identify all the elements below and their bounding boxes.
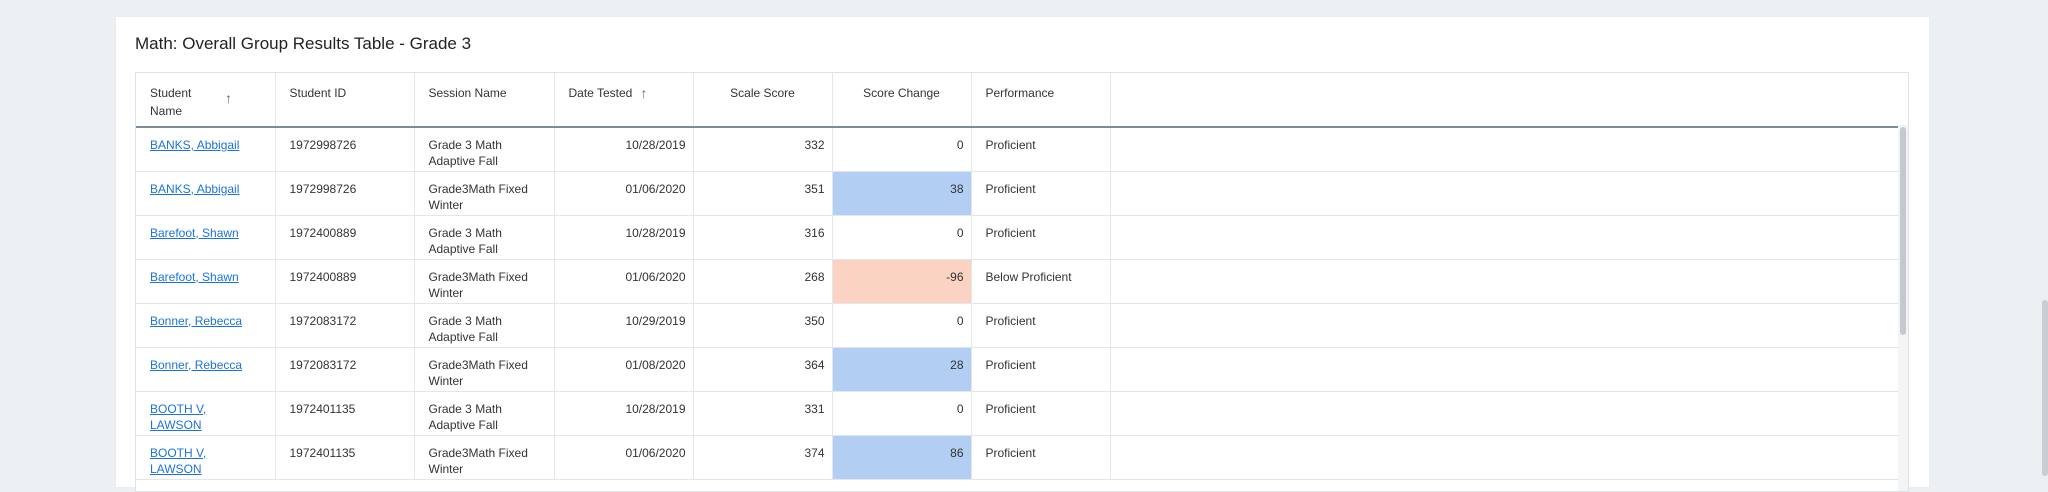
filler-cell xyxy=(1110,127,1908,172)
arrow-up-icon[interactable]: ↑ xyxy=(640,85,648,101)
student-name-cell: Bonner, Rebecca xyxy=(136,303,276,348)
student-id-cell: 1972401135 xyxy=(275,391,415,436)
performance-cell: Proficient xyxy=(971,215,1111,260)
student-id-cell: 1972998726 xyxy=(275,171,415,216)
scale-score-cell: 350 xyxy=(693,303,833,348)
student-name-cell: Barefoot, Shawn xyxy=(136,215,276,260)
score-change-cell: 0 xyxy=(832,391,972,436)
table-row: Bonner, Rebecca 1972083172 Grade3Math Fixe… xyxy=(136,347,1908,392)
date-tested-cell: 10/28/2019 xyxy=(554,127,694,172)
table-row: Barefoot, Shawn 1972400889 Grade3Math Fixe… xyxy=(136,259,1908,304)
session-name-cell: Grade 3 Math Adaptive Fall xyxy=(414,215,555,260)
student-name-link[interactable]: Bonner, Rebecca xyxy=(150,313,243,328)
table-scrollbar-thumb[interactable] xyxy=(1900,127,1906,335)
performance-cell: Below Proficient xyxy=(971,259,1111,304)
student-id-cell: 1972400889 xyxy=(275,215,415,260)
performance-cell: Proficient xyxy=(971,391,1111,436)
student-id-cell: 1972083172 xyxy=(275,347,415,392)
table-row: Barefoot, Shawn 1972400889 Grade 3 Math Ad… xyxy=(136,215,1908,260)
score-change-cell: 38 xyxy=(832,171,972,216)
table-row: BOOTH V, LAWSON 1972401135 Grade3Math Fixe… xyxy=(136,435,1908,480)
student-name-cell: Barefoot, Shawn xyxy=(136,259,276,304)
table-row: BANKS, Abbigail 1972998726 Grade3Math Fixe… xyxy=(136,171,1908,216)
student-name-link[interactable]: Barefoot, Shawn xyxy=(150,269,239,284)
column-header-filler xyxy=(1110,73,1908,128)
date-tested-cell: 10/29/2019 xyxy=(554,303,694,348)
filler-cell xyxy=(1110,347,1908,392)
student-name-link[interactable]: Barefoot, Shawn xyxy=(150,225,239,240)
session-name-cell: Grade 3 Math Adaptive Fall xyxy=(414,127,555,172)
session-name-cell: Grade3Math Fixed Winter xyxy=(414,347,555,392)
table-row: BANKS, Abbigail 1972998726 Grade 3 Math Ad… xyxy=(136,127,1908,172)
session-name-cell: Grade3Math Fixed Winter xyxy=(414,259,555,304)
column-header-scale-score[interactable]: Scale Score xyxy=(693,73,833,128)
student-name-link[interactable]: BANKS, Abbigail xyxy=(150,138,240,152)
arrow-up-icon[interactable]: ↑ xyxy=(225,90,232,106)
scale-score-cell: 364 xyxy=(693,347,833,392)
results-table: Student Name↑ Student ID Session Name Da… xyxy=(136,73,1908,480)
date-tested-cell: 10/28/2019 xyxy=(554,215,694,260)
filler-cell xyxy=(1110,303,1908,348)
student-name-cell: BOOTH V, LAWSON xyxy=(136,391,276,436)
student-id-cell: 1972401135 xyxy=(275,435,415,480)
score-change-cell: 0 xyxy=(832,303,972,348)
filler-cell xyxy=(1110,435,1908,480)
date-tested-cell: 01/06/2020 xyxy=(554,259,694,304)
scale-score-cell: 268 xyxy=(693,259,833,304)
table-scrollbar[interactable] xyxy=(1898,125,1908,491)
student-name-link[interactable]: Bonner, Rebecca xyxy=(150,357,243,372)
table-row: Bonner, Rebecca 1972083172 Grade 3 Math Ad… xyxy=(136,303,1908,348)
filler-cell xyxy=(1110,215,1908,260)
student-name-cell: BOOTH V, LAWSON xyxy=(136,435,276,480)
column-header-performance[interactable]: Performance xyxy=(971,73,1111,128)
scale-score-cell: 374 xyxy=(693,435,833,480)
table-row: BOOTH V, LAWSON 1972401135 Grade 3 Math Ad… xyxy=(136,391,1908,436)
scale-score-cell: 316 xyxy=(693,215,833,260)
session-name-cell: Grade3Math Fixed Winter xyxy=(414,435,555,480)
column-header-student-id[interactable]: Student ID xyxy=(275,73,415,128)
table-body: BANKS, Abbigail 1972998726 Grade 3 Math Ad… xyxy=(136,127,1908,480)
student-name-link[interactable]: BANKS, Abbigail xyxy=(150,181,240,196)
score-change-cell: 0 xyxy=(832,127,972,172)
table-header-row: Student Name↑ Student ID Session Name Da… xyxy=(136,73,1908,128)
scale-score-cell: 351 xyxy=(693,171,833,216)
student-name-cell: Bonner, Rebecca xyxy=(136,347,276,392)
student-name-link[interactable]: BOOTH V, LAWSON xyxy=(150,401,207,432)
column-header-score-change[interactable]: Score Change xyxy=(832,73,972,128)
scale-score-cell: 331 xyxy=(693,391,833,436)
filler-cell xyxy=(1110,391,1908,436)
student-id-cell: 1972083172 xyxy=(275,303,415,348)
score-change-cell: 86 xyxy=(832,435,972,480)
student-name-cell: BANKS, Abbigail xyxy=(136,127,276,172)
page-scrollbar-thumb[interactable] xyxy=(2042,300,2048,476)
performance-cell: Proficient xyxy=(971,347,1111,392)
student-id-cell: 1972400889 xyxy=(275,259,415,304)
session-name-cell: Grade3Math Fixed Winter xyxy=(414,171,555,216)
date-tested-cell: 01/06/2020 xyxy=(554,435,694,480)
student-name-cell: BANKS, Abbigail xyxy=(136,171,276,216)
student-name-link[interactable]: BOOTH V, LAWSON xyxy=(150,445,207,476)
performance-cell: Proficient xyxy=(971,435,1111,480)
performance-cell: Proficient xyxy=(971,303,1111,348)
date-tested-cell: 01/08/2020 xyxy=(554,347,694,392)
session-name-cell: Grade 3 Math Adaptive Fall xyxy=(414,303,555,348)
table-title: Math: Overall Group Results Table - Grad… xyxy=(135,34,472,53)
results-table-container: Student Name↑ Student ID Session Name Da… xyxy=(135,72,1909,492)
performance-cell: Proficient xyxy=(971,127,1111,172)
column-header-student-name[interactable]: Student Name↑ xyxy=(136,73,276,128)
results-card: Math: Overall Group Results Table - Grad… xyxy=(116,17,1929,492)
filler-cell xyxy=(1110,259,1908,304)
date-tested-cell: 10/28/2019 xyxy=(554,391,694,436)
score-change-cell: 0 xyxy=(832,215,972,260)
session-name-cell: Grade 3 Math Adaptive Fall xyxy=(414,391,555,436)
student-id-cell: 1972998726 xyxy=(275,127,415,172)
date-tested-cell: 01/06/2020 xyxy=(554,171,694,216)
scale-score-cell: 332 xyxy=(693,127,833,172)
score-change-cell: -96 xyxy=(832,259,972,304)
score-change-cell: 28 xyxy=(832,347,972,392)
column-header-session-name[interactable]: Session Name xyxy=(414,73,555,128)
column-header-date-tested[interactable]: Date Tested ↑ xyxy=(554,73,694,128)
performance-cell: Proficient xyxy=(971,171,1111,216)
filler-cell xyxy=(1110,171,1908,216)
